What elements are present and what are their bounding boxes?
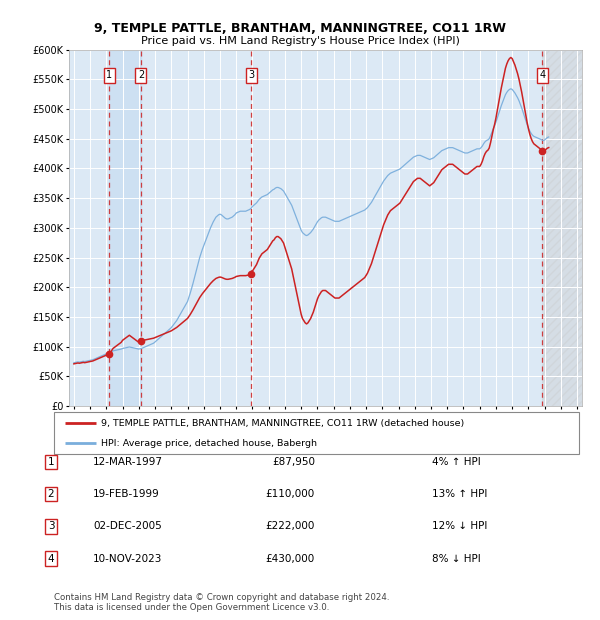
Bar — [109, 50, 141, 406]
Bar — [542, 50, 582, 406]
Text: 4: 4 — [539, 70, 545, 80]
Text: 4% ↑ HPI: 4% ↑ HPI — [432, 457, 481, 467]
Text: 12-MAR-1997: 12-MAR-1997 — [93, 457, 163, 467]
Text: HPI: Average price, detached house, Babergh: HPI: Average price, detached house, Babe… — [101, 439, 317, 448]
Text: 13% ↑ HPI: 13% ↑ HPI — [432, 489, 487, 499]
Text: 19-FEB-1999: 19-FEB-1999 — [93, 489, 160, 499]
Text: Contains HM Land Registry data © Crown copyright and database right 2024.
This d: Contains HM Land Registry data © Crown c… — [54, 593, 389, 612]
Text: 1: 1 — [106, 70, 112, 80]
Text: 8% ↓ HPI: 8% ↓ HPI — [432, 554, 481, 564]
Text: £222,000: £222,000 — [266, 521, 315, 531]
Text: 9, TEMPLE PATTLE, BRANTHAM, MANNINGTREE, CO11 1RW (detached house): 9, TEMPLE PATTLE, BRANTHAM, MANNINGTREE,… — [101, 419, 464, 428]
Text: Price paid vs. HM Land Registry's House Price Index (HPI): Price paid vs. HM Land Registry's House … — [140, 36, 460, 46]
Text: £110,000: £110,000 — [266, 489, 315, 499]
Text: 2: 2 — [47, 489, 55, 499]
Text: 9, TEMPLE PATTLE, BRANTHAM, MANNINGTREE, CO11 1RW: 9, TEMPLE PATTLE, BRANTHAM, MANNINGTREE,… — [94, 22, 506, 35]
Text: 12% ↓ HPI: 12% ↓ HPI — [432, 521, 487, 531]
Text: 02-DEC-2005: 02-DEC-2005 — [93, 521, 162, 531]
FancyBboxPatch shape — [54, 412, 579, 454]
Text: £430,000: £430,000 — [266, 554, 315, 564]
Text: £87,950: £87,950 — [272, 457, 315, 467]
Text: 2: 2 — [138, 70, 144, 80]
Text: 1: 1 — [47, 457, 55, 467]
Text: 3: 3 — [248, 70, 254, 80]
Text: 3: 3 — [47, 521, 55, 531]
Text: 4: 4 — [47, 554, 55, 564]
Text: 10-NOV-2023: 10-NOV-2023 — [93, 554, 163, 564]
